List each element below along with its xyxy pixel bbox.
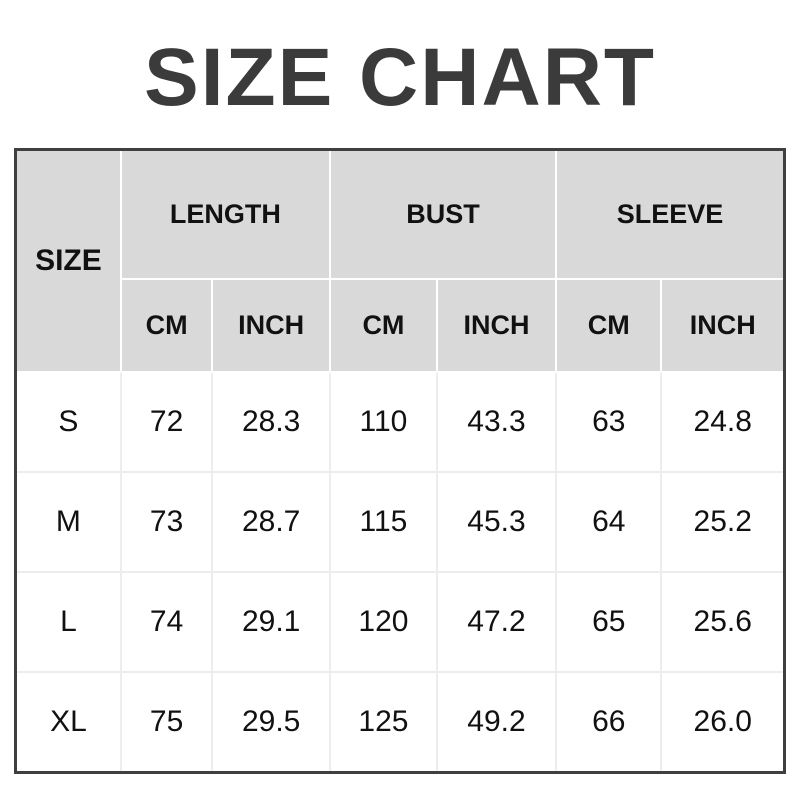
- table-cell: 47.2: [435, 571, 558, 673]
- header-unit-bust-inch: INCH: [435, 278, 558, 373]
- header-unit-length-inch: INCH: [211, 278, 331, 373]
- header-unit-sleeve-inch: INCH: [660, 278, 786, 373]
- table-cell: 125: [329, 671, 438, 774]
- size-chart-table: SIZE LENGTH BUST SLEEVE CM INCH CM INCH …: [14, 148, 786, 774]
- table-cell: 26.0: [660, 671, 786, 774]
- table-cell: 120: [329, 571, 438, 673]
- size-label: L: [14, 571, 122, 673]
- table-cell: 64: [555, 471, 663, 573]
- table-cell: 29.1: [211, 571, 331, 673]
- header-unit-sleeve-cm: CM: [555, 278, 663, 373]
- table-cell: 25.6: [660, 571, 786, 673]
- table-cell: 72: [119, 371, 214, 473]
- size-label: S: [14, 371, 122, 473]
- header-group-row: SIZE LENGTH BUST SLEEVE: [14, 148, 786, 373]
- table-cell: 63: [555, 371, 663, 473]
- table-cell: 75: [119, 671, 214, 774]
- header-unit-row: CM INCH CM INCH CM INCH: [16, 278, 786, 373]
- table-row-l: L 74 29.1 120 47.2 65 25.6: [14, 571, 786, 673]
- table-cell: 65: [555, 571, 663, 673]
- table-cell: 110: [329, 371, 438, 473]
- header-group-length: LENGTH: [119, 148, 332, 280]
- header-group-sleeve: SLEEVE: [555, 148, 786, 280]
- table-row-m: M 73 28.7 115 45.3 64 25.2: [14, 471, 786, 573]
- table-cell: 115: [329, 471, 438, 573]
- table-cell: 49.2: [435, 671, 558, 774]
- size-label: XL: [14, 671, 122, 774]
- table-cell: 24.8: [660, 371, 786, 473]
- table-cell: 25.2: [660, 471, 786, 573]
- table-cell: 45.3: [435, 471, 558, 573]
- table-cell: 74: [119, 571, 214, 673]
- table-body: S 72 28.3 110 43.3 63 24.8 M 73 28.7 115…: [14, 371, 786, 774]
- table-cell: 73: [119, 471, 214, 573]
- header-unit-length-cm: CM: [119, 278, 214, 373]
- table-cell: 29.5: [211, 671, 331, 774]
- table-cell: 28.3: [211, 371, 331, 473]
- table-cell: 28.7: [211, 471, 331, 573]
- table-cell: 43.3: [435, 371, 558, 473]
- header-group-bust: BUST: [328, 148, 558, 280]
- table-cell: 66: [555, 671, 663, 774]
- table-row-s: S 72 28.3 110 43.3 63 24.8: [14, 371, 786, 473]
- header-unit-bust-cm: CM: [329, 278, 438, 373]
- page-title: SIZE CHART: [144, 32, 656, 123]
- table-header: SIZE LENGTH BUST SLEEVE CM INCH CM INCH …: [14, 148, 786, 373]
- header-size: SIZE: [14, 148, 122, 373]
- size-label: M: [14, 471, 122, 573]
- table-row-xl: XL 75 29.5 125 49.2 66 26.0: [14, 671, 786, 774]
